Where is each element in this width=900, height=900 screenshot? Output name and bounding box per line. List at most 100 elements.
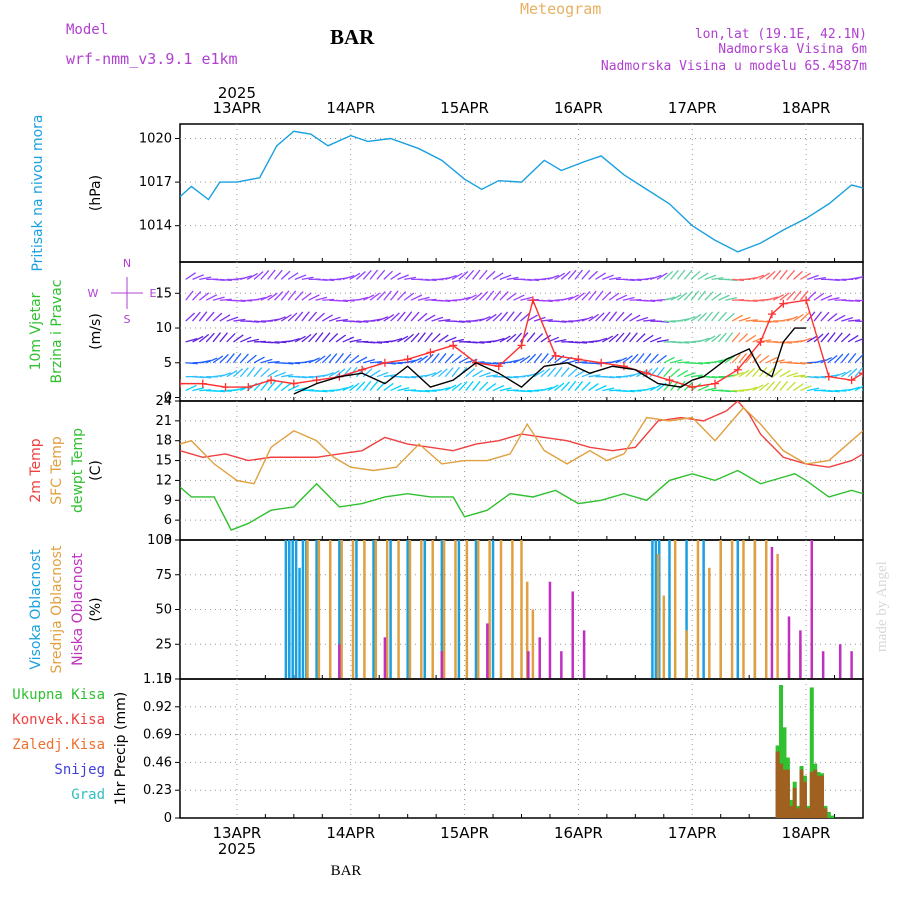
y-tick-label: 0 (164, 672, 172, 687)
y-tick-label: 75 (155, 568, 172, 583)
y-label: dewpt Temp (70, 428, 86, 513)
wind-barb (581, 381, 591, 392)
precip-label: Konvek.Kisa (12, 712, 105, 728)
wind-barb (724, 312, 735, 322)
wind-barb (485, 313, 497, 322)
wind-barb (656, 320, 669, 323)
wind-barb (697, 337, 710, 343)
bar (408, 540, 412, 679)
wind-barb (540, 353, 549, 364)
y-label: Niska Oblacnost (70, 553, 86, 666)
precip-label: Ukupna Kisa (12, 687, 105, 703)
compass-letter: S (124, 313, 131, 326)
wind-speed-marker (358, 365, 367, 374)
wind-barb (806, 291, 817, 301)
wind-barb (451, 382, 462, 392)
bar (440, 651, 444, 679)
panel-frame (179, 400, 864, 541)
wind-barb (834, 278, 847, 282)
wind-barb (759, 354, 770, 364)
wind-barb (192, 291, 202, 301)
wind-barb (185, 312, 196, 322)
wind-barb (288, 362, 301, 365)
y-tick-label: 0 (164, 811, 172, 826)
wind-barb (342, 274, 355, 280)
wind-barb (561, 296, 574, 301)
bar (406, 540, 409, 679)
wind-barb (629, 389, 642, 392)
wind-barb (663, 320, 676, 323)
wind-barb (239, 367, 249, 378)
wind-barb (848, 299, 861, 303)
series-line-0 (180, 401, 863, 468)
wind-barb (287, 384, 300, 392)
wind-barb (533, 333, 544, 343)
wind-barb (752, 353, 762, 364)
wind-barb (697, 290, 707, 301)
wind-speed-marker (779, 299, 788, 308)
wind-barb (301, 389, 314, 392)
bar (340, 540, 343, 679)
bar (383, 637, 387, 679)
wind-barb (437, 368, 448, 378)
wind-barb (431, 333, 441, 343)
wind-barb (485, 270, 496, 280)
wind-barb (404, 359, 417, 364)
wind-barb (779, 361, 792, 364)
wind-barb (554, 320, 567, 323)
wind-barb (239, 353, 249, 364)
chart-panels: 1014 1017 1020 Pritisak na nivou mora (hPa) 0… (12, 114, 864, 826)
wind-barb (410, 294, 423, 301)
wind-barb (786, 372, 799, 378)
wind-barb (444, 336, 457, 343)
wind-barb (513, 332, 523, 343)
wind-barb (834, 371, 846, 378)
wind-barb (588, 362, 601, 365)
wind-barb (601, 311, 611, 322)
wind-barb (547, 367, 557, 378)
y-tick-label: 18 (155, 434, 172, 449)
wind-barb (438, 334, 449, 343)
wind-barb (192, 274, 204, 280)
wind-barb (574, 369, 586, 378)
wind-barb (854, 338, 863, 343)
wind-barb (663, 356, 675, 364)
credit: made by Angel (874, 561, 890, 652)
panel-clouds: 0 25 50 75 100 Visoka Oblacnost Srednja Oblacn… (28, 533, 864, 687)
bar (511, 540, 514, 679)
bar (301, 540, 305, 679)
y-tick-label: 50 (155, 603, 172, 618)
wind-speed-marker (244, 383, 253, 392)
wind-barb (280, 314, 292, 322)
bar (431, 540, 434, 679)
wind-barb (629, 332, 638, 343)
wind-barb (608, 292, 620, 301)
y-tick-label: 15 (155, 286, 172, 301)
wind-barb (663, 367, 673, 378)
wind-barb (335, 353, 344, 364)
wind-barb (615, 311, 625, 322)
wind-barb (253, 320, 267, 323)
bar (457, 540, 461, 679)
wind-barb (779, 369, 791, 378)
wind-barb (554, 382, 565, 392)
wind-barb (807, 376, 820, 379)
y-tick-label: 0.46 (143, 755, 172, 770)
y-tick-label: 0.92 (143, 700, 172, 715)
wind-speed-marker (733, 365, 742, 374)
wind-barb (219, 298, 232, 301)
wind-barb (670, 269, 679, 280)
wind-barb (676, 269, 686, 280)
bar (708, 567, 711, 679)
wind-barb (656, 272, 668, 280)
wind-barb (663, 381, 673, 392)
wind-barb (676, 380, 686, 391)
wind-speed-marker (494, 362, 503, 371)
wind-barb (854, 385, 863, 392)
wind-barb (437, 353, 447, 364)
wind-barb (383, 374, 396, 378)
panel-precip: 0 0.23 0.46 0.69 0.92 1.15 Ukupna Kisa Konvek.K… (12, 672, 864, 826)
wind-barb (799, 312, 810, 322)
wind-barb (649, 353, 659, 364)
bar (491, 540, 495, 679)
